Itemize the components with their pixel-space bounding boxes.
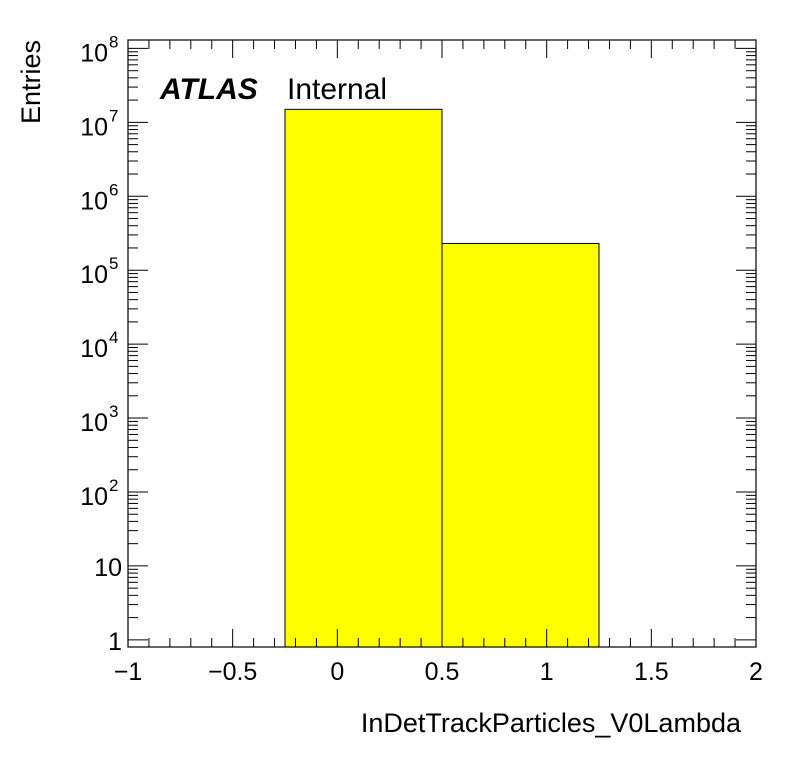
y-tick-label: 1 — [108, 628, 122, 656]
x-tick-label: 0 — [330, 658, 344, 686]
y-tick-exponent: 2 — [109, 476, 118, 495]
y-tick-label: 10 — [94, 554, 122, 582]
y-tick-label: 10 — [80, 39, 108, 67]
y-tick-label: 10 — [80, 113, 108, 141]
y-tick-exponent: 8 — [109, 32, 118, 51]
histogram-bin-1 — [441, 242, 600, 648]
y-tick-label: 10 — [80, 261, 108, 289]
y-tick-label: 10 — [80, 409, 108, 437]
internal-label: Internal — [287, 73, 387, 106]
y-axis-title: Entries — [16, 40, 46, 124]
x-tick-label: −0.5 — [208, 658, 257, 686]
histogram-bin-0 — [284, 108, 443, 648]
atlas-label: ATLAS — [159, 73, 258, 106]
y-tick-label: 10 — [80, 335, 108, 363]
y-tick-exponent: 6 — [109, 180, 118, 199]
x-axis-title: InDetTrackParticles_V0Lambda — [361, 708, 742, 738]
y-tick-label: 10 — [80, 187, 108, 215]
y-tick-label: 10 — [80, 483, 108, 511]
y-tick-exponent: 5 — [109, 254, 118, 273]
y-tick-exponent: 4 — [109, 328, 118, 347]
y-tick-exponent: 7 — [109, 106, 118, 125]
x-tick-label: 1 — [540, 658, 554, 686]
x-tick-label: −1 — [114, 658, 143, 686]
x-tick-label: 1.5 — [634, 658, 669, 686]
x-tick-label: 2 — [749, 658, 763, 686]
y-tick-exponent: 3 — [109, 402, 118, 421]
x-tick-label: 0.5 — [425, 658, 460, 686]
